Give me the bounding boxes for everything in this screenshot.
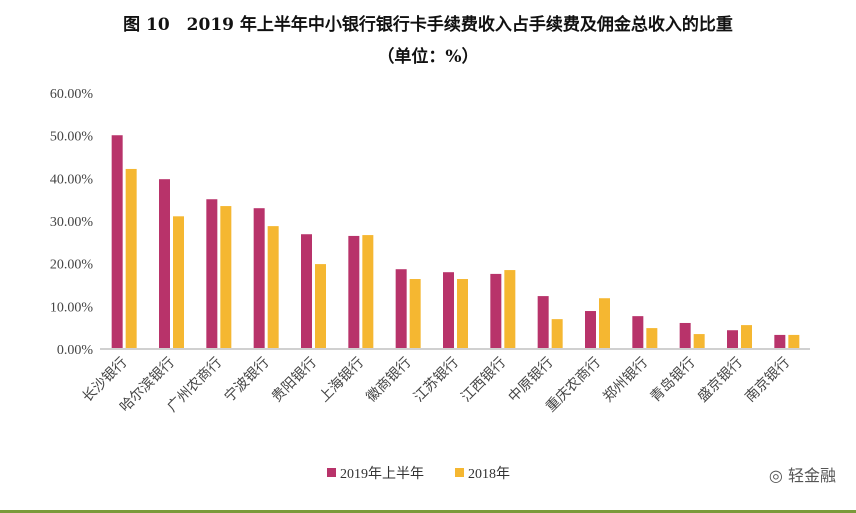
bar-2019h1 <box>206 199 218 349</box>
chart-title: 图 10 2019 年上半年中小银行银行卡手续费收入占手续费及佣金总收入的比重 <box>123 15 733 35</box>
bar-2019h1 <box>679 322 691 349</box>
bar-2018 <box>599 298 610 349</box>
x-tick-label: 江西银行 <box>458 355 509 406</box>
bar-2018 <box>173 216 184 349</box>
bar-2018 <box>267 226 279 349</box>
x-tick-label: 盛京银行 <box>695 355 746 406</box>
bar-2019h1 <box>774 334 786 349</box>
x-tick-label: 上海银行 <box>316 355 367 406</box>
chart-subtitle: （单位：%） <box>377 47 479 67</box>
bar-2018 <box>693 334 705 349</box>
y-tick-label: 0.00% <box>57 343 94 358</box>
legend-swatch <box>327 468 336 477</box>
legend-swatch <box>455 468 464 477</box>
y-tick-label: 60.00% <box>50 87 94 102</box>
bar-2018 <box>457 279 468 349</box>
wechat-icon: ◎ <box>768 466 783 485</box>
bar-2018 <box>504 270 516 349</box>
bar-2019h1 <box>301 234 312 349</box>
bar-2019h1 <box>159 179 170 349</box>
bar-2019h1 <box>585 311 596 349</box>
bar-2018 <box>409 279 421 349</box>
y-tick-label: 20.00% <box>50 258 94 273</box>
bar-2018 <box>362 235 374 349</box>
bar-2019h1 <box>537 296 549 349</box>
bar-2018 <box>741 325 752 349</box>
bar-2018 <box>788 334 800 349</box>
x-tick-label: 郑州银行 <box>600 355 651 406</box>
bar-2019h1 <box>111 135 123 349</box>
bar-2019h1 <box>632 316 644 349</box>
x-tick-label: 青岛银行 <box>648 355 699 406</box>
y-tick-label: 40.00% <box>50 172 94 187</box>
bar-2018 <box>125 168 137 349</box>
bar-2019h1 <box>395 269 407 349</box>
bar-2018 <box>220 206 232 349</box>
bar-2019h1 <box>443 272 454 349</box>
y-tick-label: 10.00% <box>50 300 94 315</box>
legend-label: 2019年上半年 <box>340 466 424 482</box>
x-tick-label: 宁波银行 <box>221 354 273 406</box>
bar-2019h1 <box>490 273 502 349</box>
x-tick-label: 江苏银行 <box>411 355 462 406</box>
y-tick-label: 50.00% <box>50 130 94 145</box>
bar-2019h1 <box>253 208 265 349</box>
bar-2019h1 <box>727 330 738 349</box>
x-tick-label: 贵阳银行 <box>269 355 320 406</box>
bar-2019h1 <box>348 235 360 349</box>
bar-2018 <box>551 319 563 349</box>
y-tick-label: 30.00% <box>50 215 94 230</box>
x-tick-label: 南京银行 <box>742 355 793 406</box>
watermark: ◎ 轻金融 <box>769 462 836 486</box>
bar-2018 <box>646 328 658 349</box>
watermark-text: 轻金融 <box>787 466 836 485</box>
legend-label: 2018年 <box>468 466 510 482</box>
bar-2018 <box>315 264 326 349</box>
x-tick-label: 徽商银行 <box>364 355 415 406</box>
